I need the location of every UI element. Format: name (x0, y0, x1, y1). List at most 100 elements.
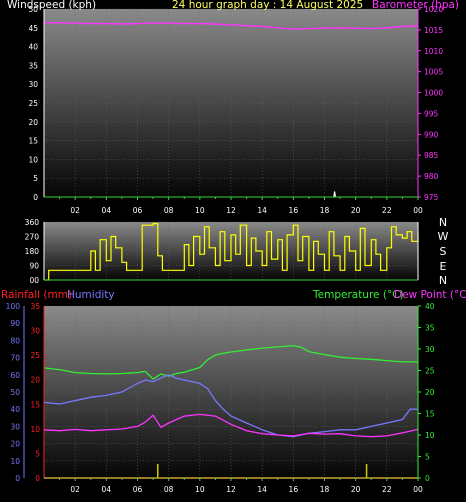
humidity-y-tick-label: 100 (6, 302, 21, 311)
compass-label: N (439, 274, 447, 287)
panel-3-x-tick-label: 00 (413, 485, 423, 494)
rainfall-y-tick-label: 5 (35, 449, 40, 458)
wind-direction-line (44, 223, 419, 281)
barometer-y-tick-label: 1020 (424, 5, 443, 14)
panel-3-x-tick-label: 12 (226, 485, 236, 494)
panel-1-x-tick-label: 16 (289, 206, 299, 215)
barometer-y-tick-label: 1005 (424, 68, 443, 77)
barometer-axis-title: Barometer (hpa) (372, 0, 459, 11)
humidity-y-tick-label: 0 (15, 474, 20, 483)
barometer-y-tick-label: 980 (424, 172, 439, 181)
temperature-y-tick-label: 0 (425, 474, 430, 483)
temperature-humidity-panel: 0102030405060708090100051015202530350510… (6, 302, 435, 494)
rainfall-y-tick-label: 0 (35, 474, 40, 483)
panel-1-x-tick-label: 06 (133, 206, 143, 215)
direction-y-tick-label: 360 (25, 218, 40, 227)
windspeed-y-tick-label: 15 (28, 137, 38, 146)
windspeed-y-tick-label: 35 (28, 61, 38, 70)
humidity-y-tick-label: 70 (10, 354, 20, 363)
compass-label: W (438, 230, 449, 243)
barometer-y-tick-label: 990 (424, 130, 439, 139)
panel-3-x-tick-label: 14 (257, 485, 267, 494)
compass-label: N (439, 216, 447, 229)
chart-title: 24 hour graph day : 14 August 2025 (172, 0, 363, 11)
windspeed-y-tick-label: 45 (28, 24, 38, 33)
panel-3-x-tick-label: 06 (133, 485, 143, 494)
humidity-y-tick-label: 90 (10, 319, 20, 328)
windspeed-y-tick-label: 0 (33, 193, 38, 202)
temperature-y-tick-label: 10 (425, 431, 435, 440)
temperature-line (43, 344, 418, 380)
panel-1-x-tick-label: 12 (226, 206, 236, 215)
direction-y-tick-label: 180 (25, 247, 40, 256)
windspeed-y-tick-label: 50 (28, 5, 38, 14)
panel-3-x-tick-label: 08 (164, 485, 174, 494)
barometer-y-tick-label: 1000 (424, 89, 443, 98)
humidity-y-tick-label: 40 (10, 405, 20, 414)
humidity-y-tick-label: 20 (10, 440, 20, 449)
compass-label: E (440, 260, 447, 273)
rainfall-y-tick-label: 20 (30, 376, 40, 385)
humidity-y-tick-label: 80 (10, 336, 20, 345)
panel-1-x-tick-label: 10 (195, 206, 205, 215)
panel-3-x-tick-label: 04 (102, 485, 112, 494)
windspeed-barometer-panel: 0510152025303540455097598098599099510001… (28, 5, 443, 215)
panel-1-x-tick-label: 08 (164, 206, 174, 215)
rainfall-y-tick-label: 15 (30, 400, 40, 409)
rainfall-y-tick-label: 10 (30, 425, 40, 434)
barometer-y-tick-label: 1010 (424, 47, 443, 56)
windspeed-y-tick-label: 30 (28, 80, 38, 89)
windspeed-y-tick-label: 40 (28, 43, 38, 52)
barometer-y-tick-label: 985 (424, 151, 439, 160)
barometer-y-tick-label: 995 (424, 109, 439, 118)
humidity-y-tick-label: 30 (10, 422, 20, 431)
panel-1-x-tick-label: 22 (382, 206, 392, 215)
panel-1-x-tick-label: 04 (102, 206, 112, 215)
temperature-y-tick-label: 30 (425, 345, 435, 354)
dewpoint-line (43, 413, 419, 438)
panel-3-x-tick-label: 22 (382, 485, 392, 494)
panel-3-x-tick-label: 16 (289, 485, 299, 494)
windspeed-axis-title: Windspeed (kph) (7, 0, 96, 11)
humidity-y-tick-label: 10 (10, 457, 20, 466)
rainfall-y-tick-label: 30 (30, 327, 40, 336)
windspeed-y-tick-label: 5 (33, 174, 38, 183)
windspeed-y-tick-label: 10 (28, 155, 38, 164)
compass-label: S (440, 245, 447, 258)
barometer-y-tick-label: 1015 (424, 26, 443, 35)
rainfall-axis-title: Rainfall (mm) (1, 289, 72, 301)
panel-1-x-tick-label: 00 (413, 206, 423, 215)
temperature-y-tick-label: 15 (425, 410, 435, 419)
panel-3-x-tick-label: 02 (70, 485, 80, 494)
humidity-y-tick-label: 60 (10, 371, 20, 380)
humidity-axis-title: Humidity (67, 289, 115, 301)
direction-y-tick-label: 270 (25, 233, 40, 242)
humidity-line (43, 374, 418, 438)
temperature-axis-title: Temperature (°C) (312, 289, 404, 301)
panel-3-x-tick-label: 20 (351, 485, 361, 494)
temperature-y-tick-label: 25 (425, 367, 435, 376)
temperature-y-tick-label: 40 (425, 302, 435, 311)
panel-1-x-tick-label: 20 (351, 206, 361, 215)
dewpoint-axis-title: Dew Point (°C) (394, 289, 466, 301)
barometer-line (43, 21, 419, 30)
panel-3-x-tick-label: 10 (195, 485, 205, 494)
rainfall-y-tick-label: 25 (30, 351, 40, 360)
temperature-y-tick-label: 20 (425, 388, 435, 397)
windspeed-line (333, 191, 336, 198)
windspeed-y-tick-label: 20 (28, 118, 38, 127)
temperature-y-tick-label: 5 (425, 453, 430, 462)
humidity-y-tick-label: 50 (10, 388, 20, 397)
panel-3-x-tick-label: 18 (320, 485, 330, 494)
direction-y-tick-label: 00 (29, 276, 39, 285)
panel-1-x-tick-label: 02 (70, 206, 80, 215)
direction-y-tick-label: 90 (29, 262, 39, 271)
rainfall-y-tick-label: 35 (30, 302, 40, 311)
windspeed-y-tick-label: 25 (28, 99, 38, 108)
temperature-y-tick-label: 35 (425, 324, 435, 333)
panel-1-x-tick-label: 14 (257, 206, 267, 215)
barometer-y-tick-label: 975 (424, 193, 439, 202)
panel-1-x-tick-label: 18 (320, 206, 330, 215)
